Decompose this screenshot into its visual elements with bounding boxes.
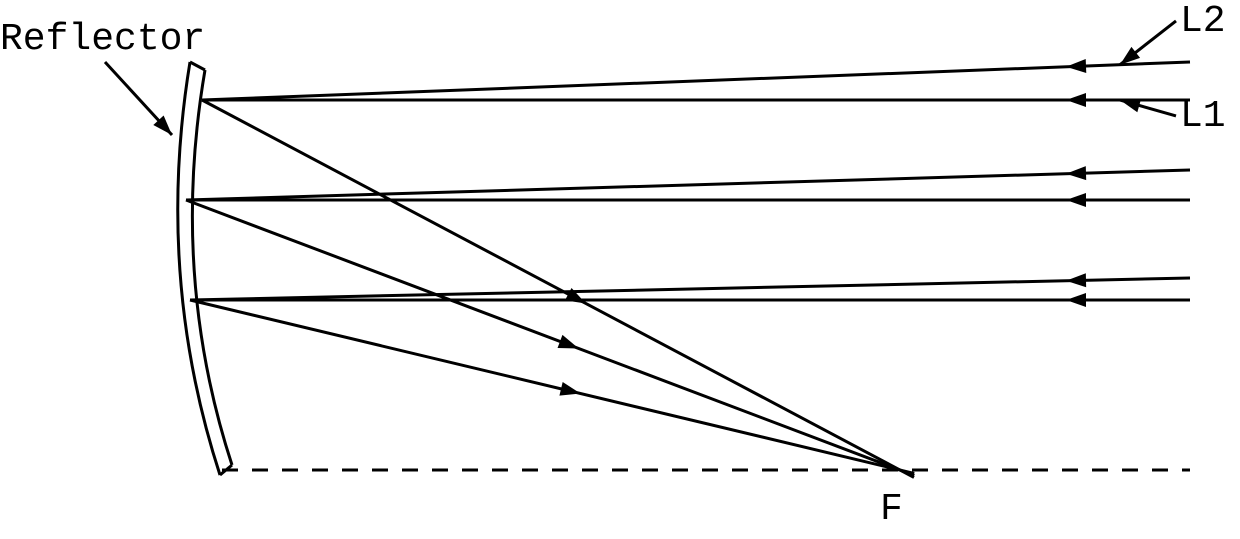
focus-label: F [880,488,903,531]
ray-reflected-0 [202,100,914,477]
reflector-label: Reflector [0,18,205,61]
diagram-canvas [0,0,1240,539]
ray-L2-0 [202,62,1190,100]
ray-reflected-1 [186,200,914,475]
ray-L2-1 [186,170,1190,200]
ray-L2-2 [190,278,1190,300]
reflector-cap-top [190,62,205,70]
l1-label: L1 [1180,95,1226,138]
l2-label: L2 [1180,0,1226,43]
ray-reflected-2 [190,300,914,473]
reflector-inner [192,70,232,465]
